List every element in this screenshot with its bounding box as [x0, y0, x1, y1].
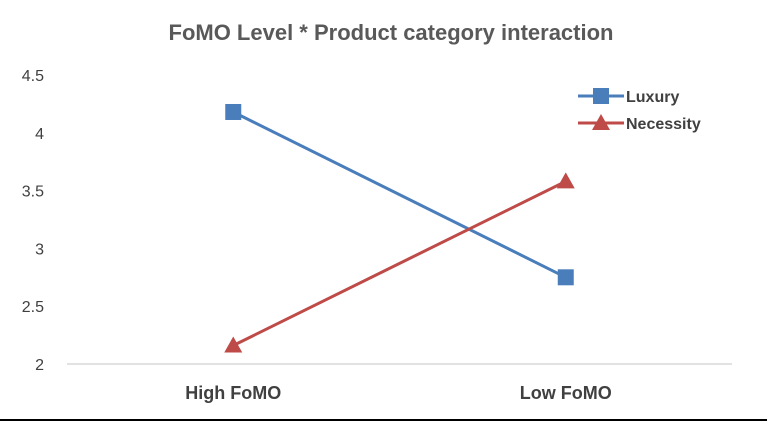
series-layer — [224, 103, 575, 353]
y-tick-label: 3 — [35, 241, 44, 258]
series-luxury — [225, 103, 574, 286]
legend-label-luxury: Luxury — [626, 89, 679, 106]
y-tick-label: 2.5 — [22, 299, 44, 316]
data-point-necessity — [224, 336, 243, 353]
x-tick-label: Low FoMO — [520, 383, 612, 403]
y-tick-label: 2 — [35, 357, 44, 374]
y-axis-ticks: 2 2.5 3 3.5 4 4.5 — [22, 68, 44, 374]
series-line-necessity — [232, 180, 567, 347]
legend-marker-luxury — [593, 88, 609, 104]
data-point-luxury — [225, 103, 242, 120]
y-tick-label: 4 — [35, 126, 44, 143]
x-axis-ticks: High FoMO Low FoMO — [185, 383, 611, 403]
chart-title: FoMO Level * Product category interactio… — [169, 20, 614, 45]
legend: Luxury Necessity — [578, 88, 701, 133]
series-necessity — [224, 172, 575, 353]
legend-item-luxury: Luxury — [578, 88, 679, 106]
bottom-border — [0, 419, 767, 421]
x-tick-label: High FoMO — [185, 383, 281, 403]
legend-item-necessity: Necessity — [578, 114, 701, 133]
legend-label-necessity: Necessity — [626, 116, 701, 133]
legend-marker-necessity — [592, 114, 610, 130]
y-tick-label: 4.5 — [22, 68, 44, 85]
data-point-necessity — [556, 172, 575, 189]
y-tick-label: 3.5 — [22, 184, 44, 201]
series-line-luxury — [232, 110, 567, 279]
data-point-luxury — [557, 269, 574, 286]
